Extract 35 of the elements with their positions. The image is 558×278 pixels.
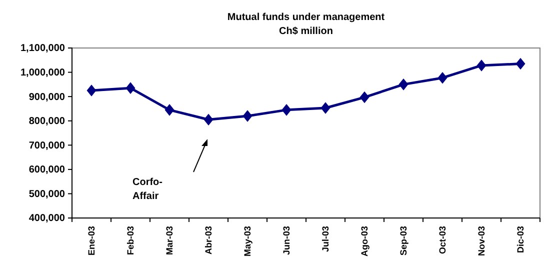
- y-tick-label: 1,000,000: [20, 67, 66, 78]
- x-tick-label: Mar-03: [164, 226, 175, 256]
- x-tick-label: Jul-03: [320, 226, 331, 252]
- x-tick-label: Ene-03: [86, 226, 97, 256]
- x-tick-label: Abr-03: [204, 226, 214, 255]
- point: [360, 91, 370, 104]
- point: [86, 84, 96, 96]
- x-tick-label: Feb-03: [126, 226, 136, 256]
- point: [476, 60, 486, 72]
- y-tick-label: 800,000: [28, 116, 66, 128]
- x-tick-label: May-03: [242, 226, 253, 257]
- point: [438, 72, 448, 84]
- point: [282, 104, 292, 116]
- point: [242, 110, 252, 122]
- chart-subtitle: Ch$ million: [279, 26, 333, 37]
- point: [126, 82, 136, 94]
- point: [516, 58, 526, 70]
- x-tick-label: Ago-03: [360, 226, 370, 257]
- point: [398, 78, 408, 90]
- y-tick-label: 400,000: [28, 213, 66, 224]
- annotation: Corfo- Affair: [132, 177, 162, 202]
- y-tick-label: 600,000: [28, 164, 66, 176]
- y-tick-label: 700,000: [28, 140, 66, 152]
- x-tick-label: Jun-03: [282, 226, 292, 256]
- y-tick-label: 900,000: [28, 92, 66, 103]
- x-tick-label: Nov-03: [476, 226, 487, 256]
- x-tick-label: Dic-03: [516, 226, 526, 254]
- chart-title: Mutual funds under management: [227, 12, 386, 23]
- x-tick-label: Sep-03: [398, 226, 409, 256]
- point: [164, 104, 174, 116]
- point: [320, 102, 330, 114]
- y-tick-label: 500,000: [28, 188, 66, 200]
- x-tick-label: Oct-03: [438, 226, 448, 254]
- y-tick-label: 1,100,000: [20, 43, 66, 54]
- point: [204, 114, 214, 126]
